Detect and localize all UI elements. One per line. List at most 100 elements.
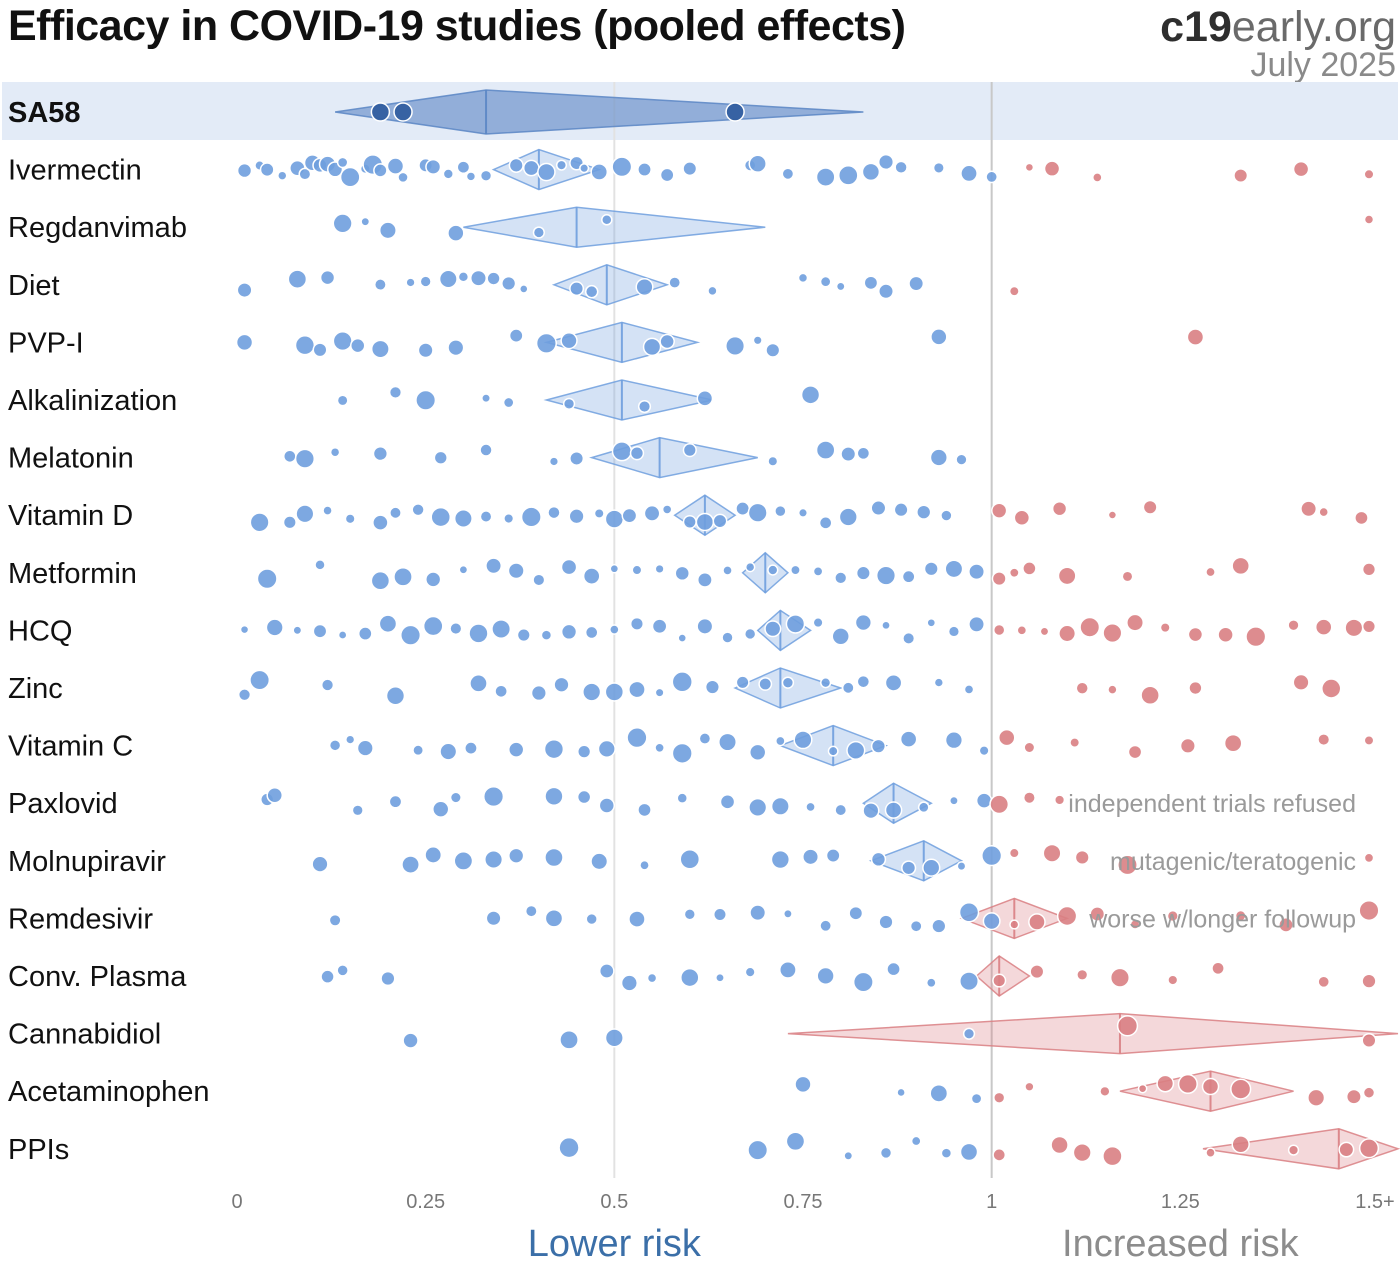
study-point [1109, 967, 1130, 988]
study-point [815, 167, 836, 187]
row-label: HCQ [8, 615, 72, 647]
study-point [835, 281, 846, 292]
study-point [1102, 1145, 1123, 1167]
study-point [1069, 737, 1081, 749]
study-point [336, 394, 349, 407]
study-point [378, 614, 398, 634]
study-point [668, 276, 682, 289]
study-point [532, 573, 546, 587]
study-point [604, 1028, 624, 1048]
study-point [582, 567, 601, 585]
study-point [350, 337, 366, 354]
study-point [715, 972, 725, 983]
study-point [848, 905, 864, 921]
study-point [559, 1029, 579, 1050]
study-point [765, 342, 781, 358]
study-point [841, 681, 855, 695]
study-point [579, 163, 590, 174]
study-point [797, 272, 809, 284]
row-label: PPIs [8, 1134, 69, 1166]
brand-block[interactable]: c19early.org July 2025 [1160, 2, 1396, 82]
study-point [562, 397, 576, 410]
study-point [1102, 623, 1123, 644]
study-point [962, 1027, 976, 1040]
study-point [707, 285, 718, 297]
study-point [1092, 172, 1103, 183]
study-point [819, 919, 833, 933]
study-point [916, 504, 932, 520]
study-point [447, 224, 465, 242]
study-point [713, 907, 727, 922]
study-point [1230, 1078, 1252, 1100]
study-point [292, 625, 303, 636]
study-point [372, 445, 389, 462]
study-point [1317, 975, 1331, 989]
study-point [360, 216, 371, 227]
study-point [628, 910, 646, 928]
row-regdanvimab: Regdanvimab [8, 206, 1375, 248]
study-point [831, 627, 850, 646]
study-point [298, 167, 312, 181]
study-point [779, 960, 797, 979]
study-point [875, 565, 897, 586]
study-point [1363, 214, 1375, 225]
study-point [1166, 909, 1179, 923]
study-point [639, 859, 650, 871]
pooled-effect-diamond [334, 89, 864, 135]
study-point [993, 1091, 1006, 1104]
study-point [846, 740, 866, 761]
study-point [372, 514, 389, 531]
study-point [1307, 1088, 1326, 1107]
study-point [503, 513, 515, 525]
study-point [1358, 1138, 1380, 1159]
study-point [840, 446, 857, 463]
study-point [923, 561, 939, 577]
study-point [508, 157, 524, 173]
study-point [1023, 741, 1036, 754]
study-point [548, 456, 560, 467]
study-point [863, 275, 879, 291]
study-point [417, 342, 434, 359]
study-point [598, 963, 615, 979]
study-point [879, 1146, 893, 1160]
study-point [590, 163, 609, 181]
study-point [357, 626, 373, 641]
study-point [790, 564, 801, 576]
brand-name: c19early.org [1160, 3, 1396, 51]
study-point [815, 440, 836, 460]
study-point [1287, 1144, 1300, 1156]
study-point [812, 566, 824, 577]
study-point [654, 687, 665, 698]
study-point [631, 564, 643, 576]
study-point [621, 507, 638, 524]
row-label: Alkalinization [8, 385, 177, 417]
x-tick-label: 0.75 [784, 1191, 823, 1213]
study-point [781, 676, 795, 689]
study-point [629, 616, 645, 631]
study-point [1009, 919, 1020, 930]
study-point [1127, 744, 1143, 760]
study-point [1179, 737, 1196, 754]
study-point [483, 785, 505, 808]
study-point [585, 912, 598, 926]
study-point [743, 627, 757, 641]
study-point [818, 516, 833, 530]
study-point [432, 800, 450, 818]
row-alkalinization: Alkalinization [8, 379, 821, 421]
study-point [781, 167, 795, 181]
study-point [628, 680, 646, 699]
study-point [683, 908, 696, 921]
study-point [679, 848, 701, 870]
row-ppis: PPIs [8, 1128, 1400, 1170]
study-point [926, 617, 937, 628]
study-point [637, 802, 652, 818]
study-point [696, 389, 714, 407]
study-point [332, 330, 353, 352]
study-point [524, 904, 538, 918]
study-point [1107, 510, 1118, 520]
study-point [985, 170, 999, 184]
study-point [896, 1087, 906, 1098]
chart-title: Efficacy in COVID-19 studies (pooled eff… [8, 2, 906, 50]
study-point [424, 846, 443, 864]
study-point [721, 631, 734, 644]
